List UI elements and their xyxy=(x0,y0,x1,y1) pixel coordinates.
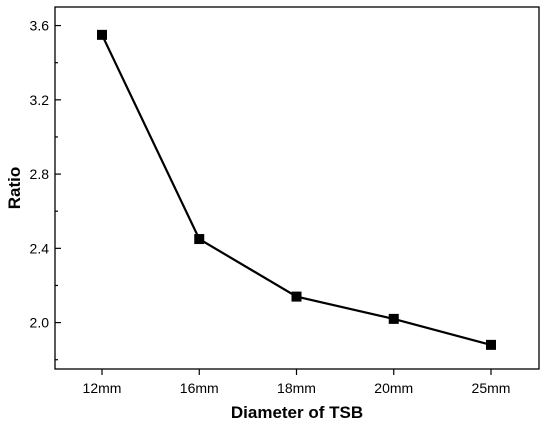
data-point xyxy=(194,234,205,245)
data-point xyxy=(388,313,399,324)
x-tick-label: 16mm xyxy=(180,380,219,396)
data-point xyxy=(486,339,496,350)
x-tick-label: 25mm xyxy=(472,380,511,396)
data-point xyxy=(291,291,302,302)
data-point xyxy=(97,29,107,40)
y-tick-label: 3.2 xyxy=(30,92,50,108)
y-axis-ticks: 2.0 2.4 2.8 3.2 3.6 xyxy=(30,18,61,361)
y-tick-label: 3.6 xyxy=(30,18,50,34)
x-tick-label: 18mm xyxy=(277,380,316,396)
x-axis-title: Diameter of TSB xyxy=(231,403,363,422)
y-axis-title: Ratio xyxy=(5,167,24,210)
y-tick-label: 2.0 xyxy=(30,315,50,331)
x-tick-label: 12mm xyxy=(83,380,122,396)
x-tick-label: 20mm xyxy=(374,380,413,396)
y-tick-label: 2.4 xyxy=(30,240,50,256)
x-axis-ticks: 12mm 16mm 18mm 20mm 25mm xyxy=(83,369,511,396)
y-tick-label: 2.8 xyxy=(30,166,50,182)
series-markers xyxy=(97,29,496,350)
plot-frame xyxy=(54,6,540,370)
